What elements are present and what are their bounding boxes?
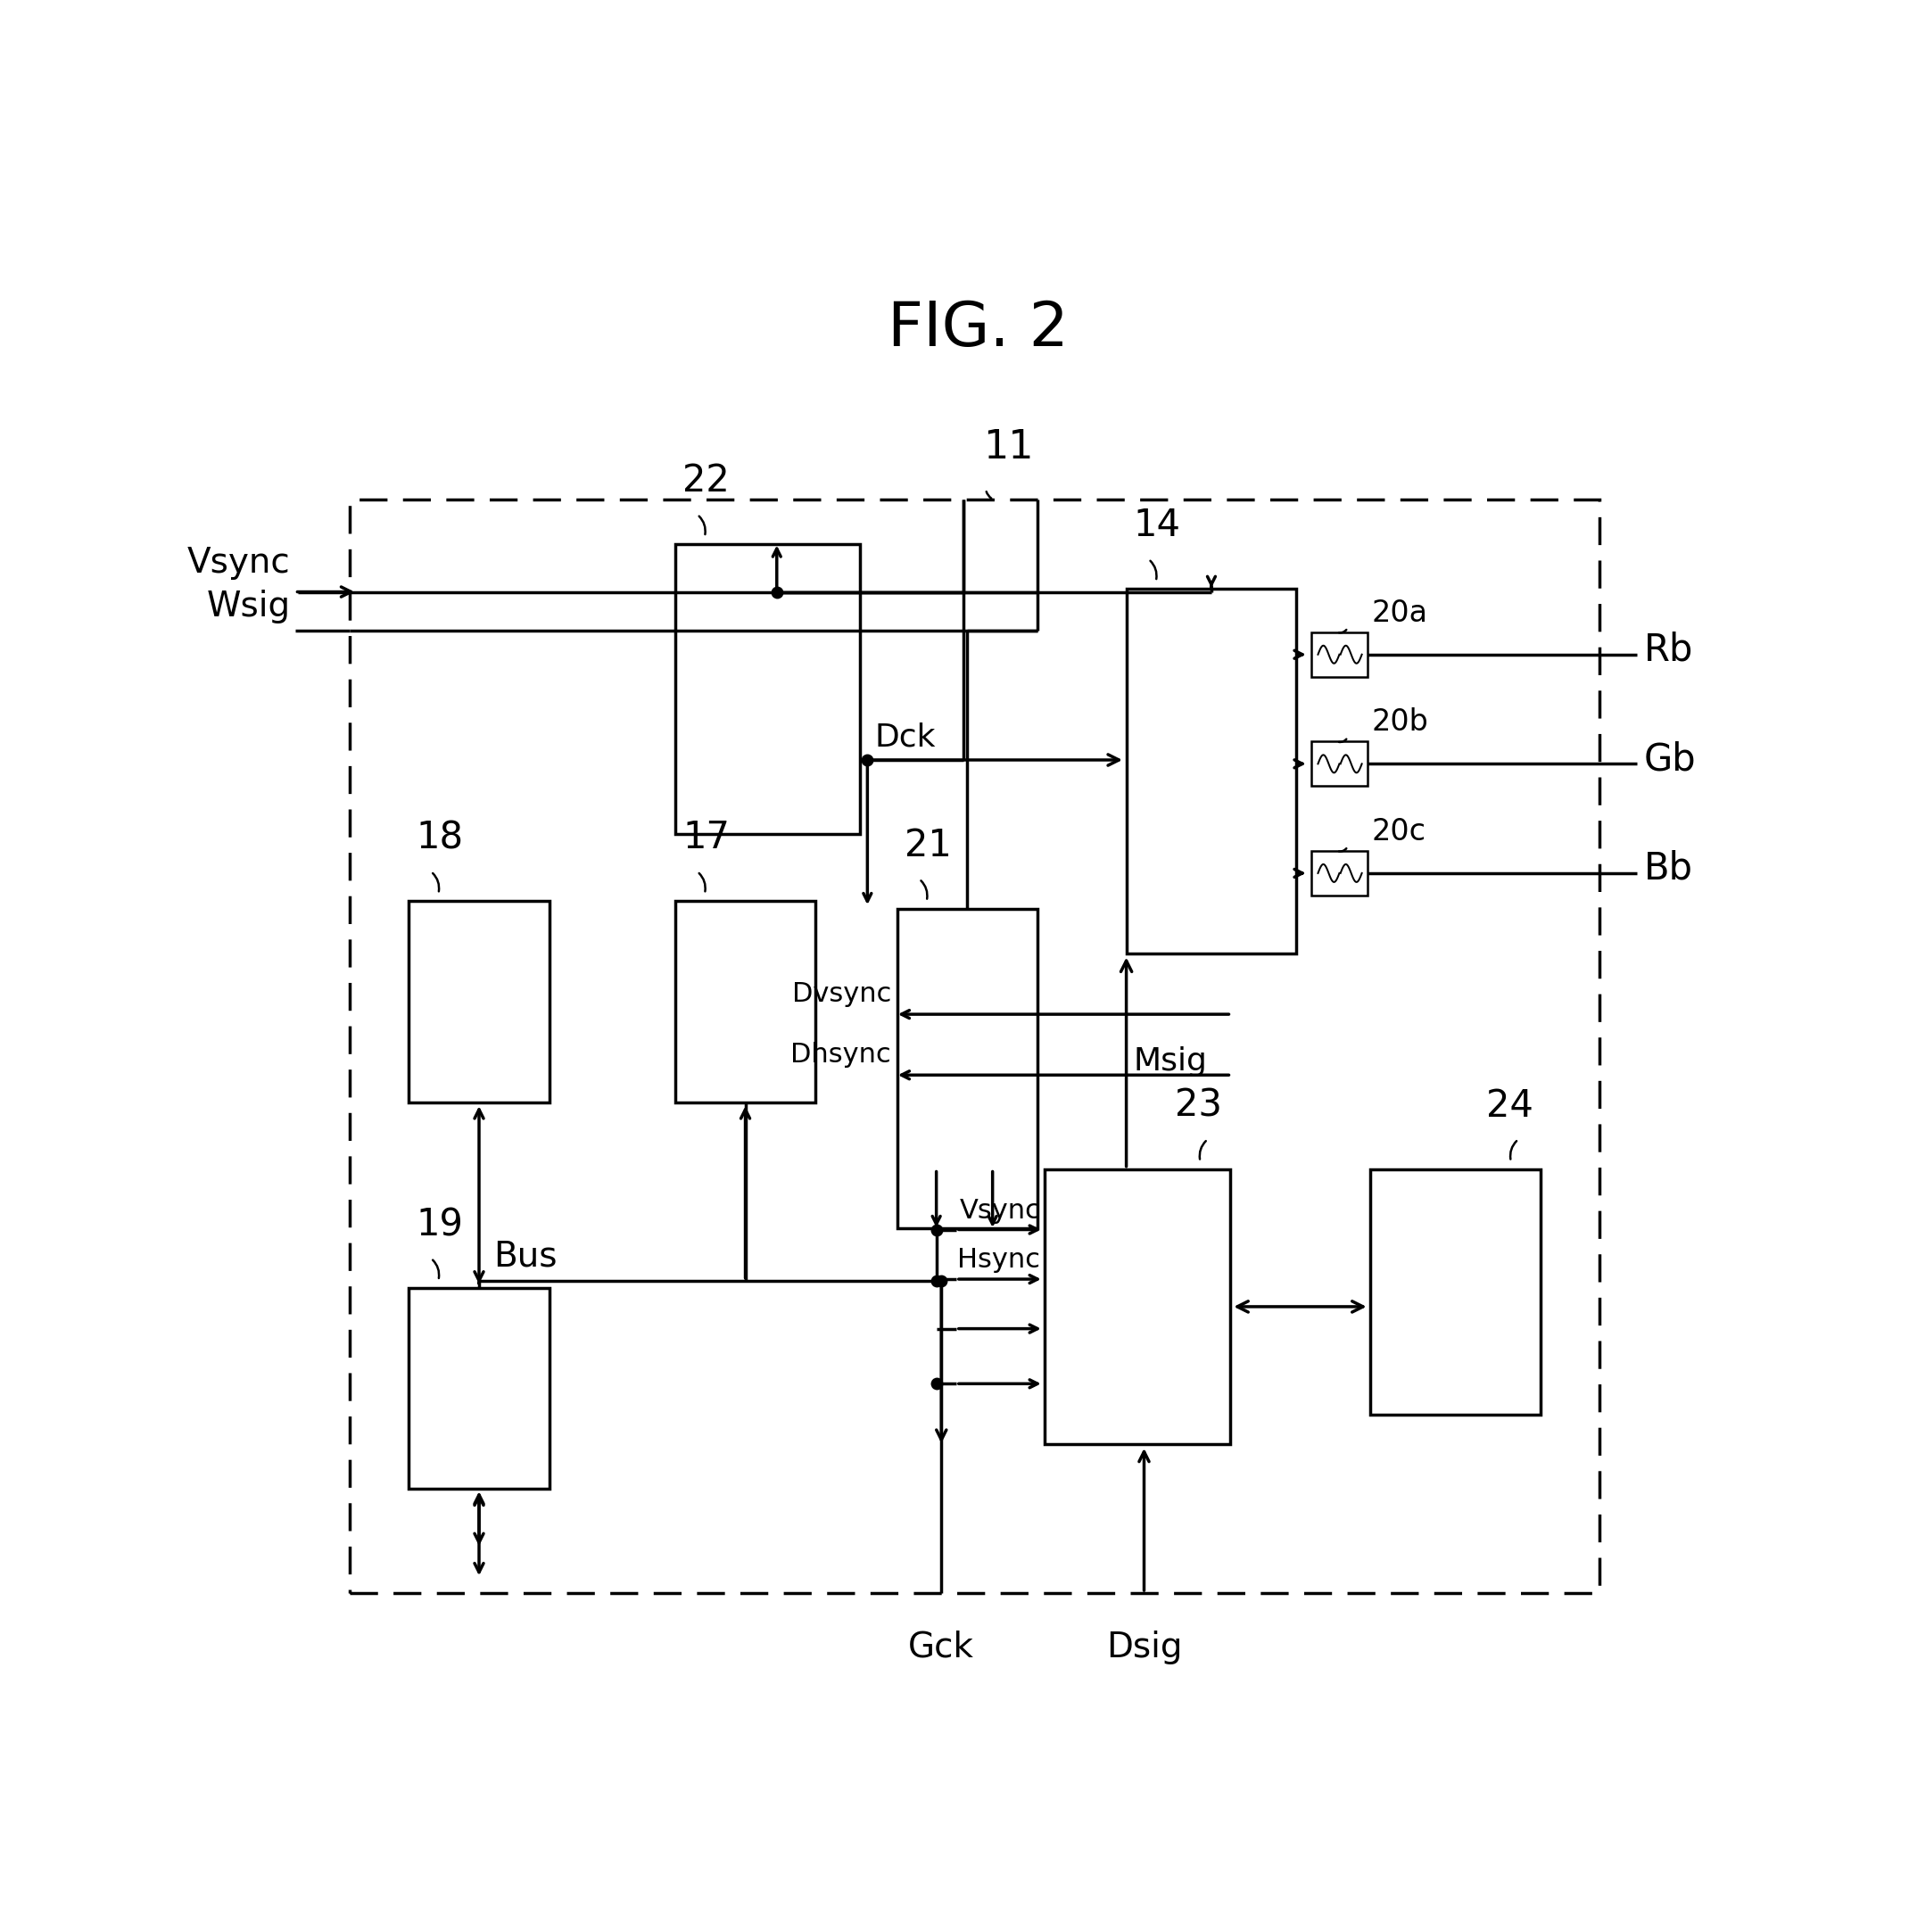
Text: Bb: Bb <box>1644 850 1693 887</box>
Text: 20a: 20a <box>1373 599 1428 628</box>
Text: 11: 11 <box>983 429 1033 468</box>
Text: 24: 24 <box>1485 1088 1533 1124</box>
Text: Dsig: Dsig <box>1105 1631 1182 1663</box>
Text: Vsync: Vsync <box>960 1198 1040 1223</box>
Text: 23: 23 <box>1176 1088 1222 1124</box>
Text: Hsync: Hsync <box>958 1248 1040 1273</box>
Text: 14: 14 <box>1134 506 1182 545</box>
Bar <box>409 900 550 1101</box>
Text: Dvsync: Dvsync <box>792 981 892 1007</box>
Text: Bus: Bus <box>494 1238 557 1273</box>
Bar <box>1126 589 1296 952</box>
Text: Vsync: Vsync <box>187 547 290 580</box>
Bar <box>349 500 1600 1594</box>
Bar <box>1371 1169 1541 1414</box>
Text: 20c: 20c <box>1373 817 1426 846</box>
Text: Gck: Gck <box>909 1631 974 1663</box>
Bar <box>1311 742 1367 786</box>
Bar <box>676 900 815 1101</box>
Text: 21: 21 <box>905 827 951 864</box>
Text: 17: 17 <box>683 819 729 856</box>
Bar <box>1311 850 1367 895</box>
Text: 20b: 20b <box>1373 707 1428 736</box>
Text: Rb: Rb <box>1644 632 1693 668</box>
Text: 18: 18 <box>416 819 464 856</box>
Bar <box>897 908 1038 1229</box>
Text: FIG. 2: FIG. 2 <box>888 299 1069 359</box>
Text: Dhsync: Dhsync <box>790 1041 892 1068</box>
Text: 19: 19 <box>416 1206 464 1244</box>
Bar <box>1044 1169 1229 1445</box>
Text: Msig: Msig <box>1134 1045 1208 1076</box>
Bar <box>676 545 859 835</box>
Text: Gb: Gb <box>1644 740 1697 779</box>
Text: Dck: Dck <box>874 723 935 752</box>
Text: 22: 22 <box>683 462 729 500</box>
Bar <box>1311 632 1367 676</box>
Bar <box>409 1289 550 1490</box>
Text: Wsig: Wsig <box>206 589 290 624</box>
